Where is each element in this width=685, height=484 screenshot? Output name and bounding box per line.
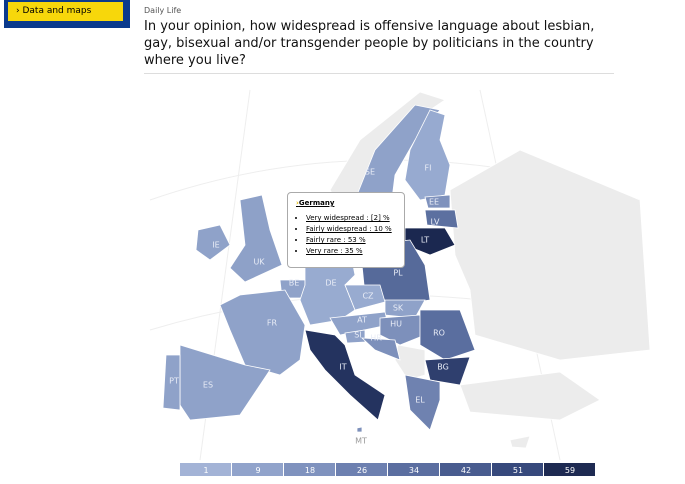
country[interactable] — [360, 337, 401, 361]
country-label: SI — [354, 331, 361, 340]
nav-button-label: Data and maps — [22, 6, 92, 16]
country-label: UK — [253, 258, 265, 267]
country[interactable] — [344, 329, 366, 344]
legend-label: 18 — [305, 466, 315, 475]
tooltip-item[interactable]: Very rare : 35 % — [306, 246, 396, 257]
country-label: PT — [169, 377, 179, 386]
country-label: BE — [289, 279, 300, 288]
country[interactable] — [356, 426, 363, 433]
land — [449, 149, 651, 361]
title: In your opinion, how widespread is offen… — [144, 18, 614, 74]
country[interactable] — [424, 194, 451, 209]
legend-label: 26 — [357, 466, 367, 475]
country-label: IE — [212, 241, 219, 250]
land — [459, 371, 601, 421]
tooltip-item[interactable]: Fairly widespread : 10 % — [306, 224, 396, 235]
country-label: HU — [390, 320, 402, 329]
country[interactable] — [229, 194, 283, 283]
country-label: RO — [433, 329, 445, 338]
legend-swatch — [336, 463, 387, 476]
tooltip-list: Very widespread : [2] % Fairly widesprea… — [296, 213, 396, 257]
tooltip-country[interactable]: Germany — [296, 199, 396, 207]
country-label: BG — [437, 363, 449, 372]
country[interactable] — [424, 356, 471, 386]
legend-swatch — [440, 463, 491, 476]
country-label: MT — [355, 437, 367, 446]
country[interactable] — [219, 289, 306, 376]
country[interactable] — [304, 329, 386, 421]
country-label: FR — [267, 319, 278, 328]
country-label: AT — [357, 316, 367, 325]
country-label: LV — [430, 218, 440, 227]
legend-swatch — [232, 463, 283, 476]
legend-swatch — [180, 463, 231, 476]
country[interactable] — [195, 224, 231, 261]
land — [509, 435, 531, 449]
tooltip: Germany Very widespread : [2] % Fairly w… — [287, 192, 405, 268]
country-label: SK — [393, 304, 404, 313]
country[interactable] — [404, 109, 451, 201]
country-label: EL — [415, 396, 425, 405]
country-label: FI — [425, 164, 432, 173]
country[interactable] — [379, 314, 426, 346]
country[interactable] — [419, 309, 476, 361]
country[interactable] — [404, 374, 441, 431]
tooltip-item[interactable]: Very widespread : [2] % — [306, 213, 396, 224]
nav: › Data and maps — [4, 0, 130, 28]
legend-label: 51 — [513, 466, 523, 475]
tooltip-item[interactable]: Fairly rare : 53 % — [306, 235, 396, 246]
legend-label: 1 — [203, 466, 208, 475]
country-label: IT — [339, 363, 346, 372]
legend-label: 59 — [565, 466, 575, 475]
legend-swatch — [492, 463, 543, 476]
country-label: DE — [325, 279, 336, 288]
legend-label: 9 — [255, 466, 260, 475]
country-label: SE — [365, 168, 375, 177]
country-label: CZ — [362, 292, 374, 301]
country-label: PL — [393, 269, 403, 278]
country-label: LT — [421, 236, 429, 245]
legend-label: 42 — [461, 466, 471, 475]
legend-swatch — [544, 463, 595, 476]
legend-swatch — [388, 463, 439, 476]
country-label: ES — [203, 381, 213, 390]
country[interactable] — [162, 354, 181, 411]
country-label: EE — [429, 198, 439, 207]
nav-button[interactable]: › Data and maps — [8, 2, 123, 21]
category: Daily Life — [144, 6, 182, 15]
country-label: HR — [370, 334, 382, 343]
legend-swatch — [284, 463, 335, 476]
country[interactable] — [424, 209, 459, 229]
legend: 1 9 18 26 34 42 51 59 — [180, 463, 595, 476]
legend-label: 34 — [409, 466, 419, 475]
land — [394, 344, 426, 381]
